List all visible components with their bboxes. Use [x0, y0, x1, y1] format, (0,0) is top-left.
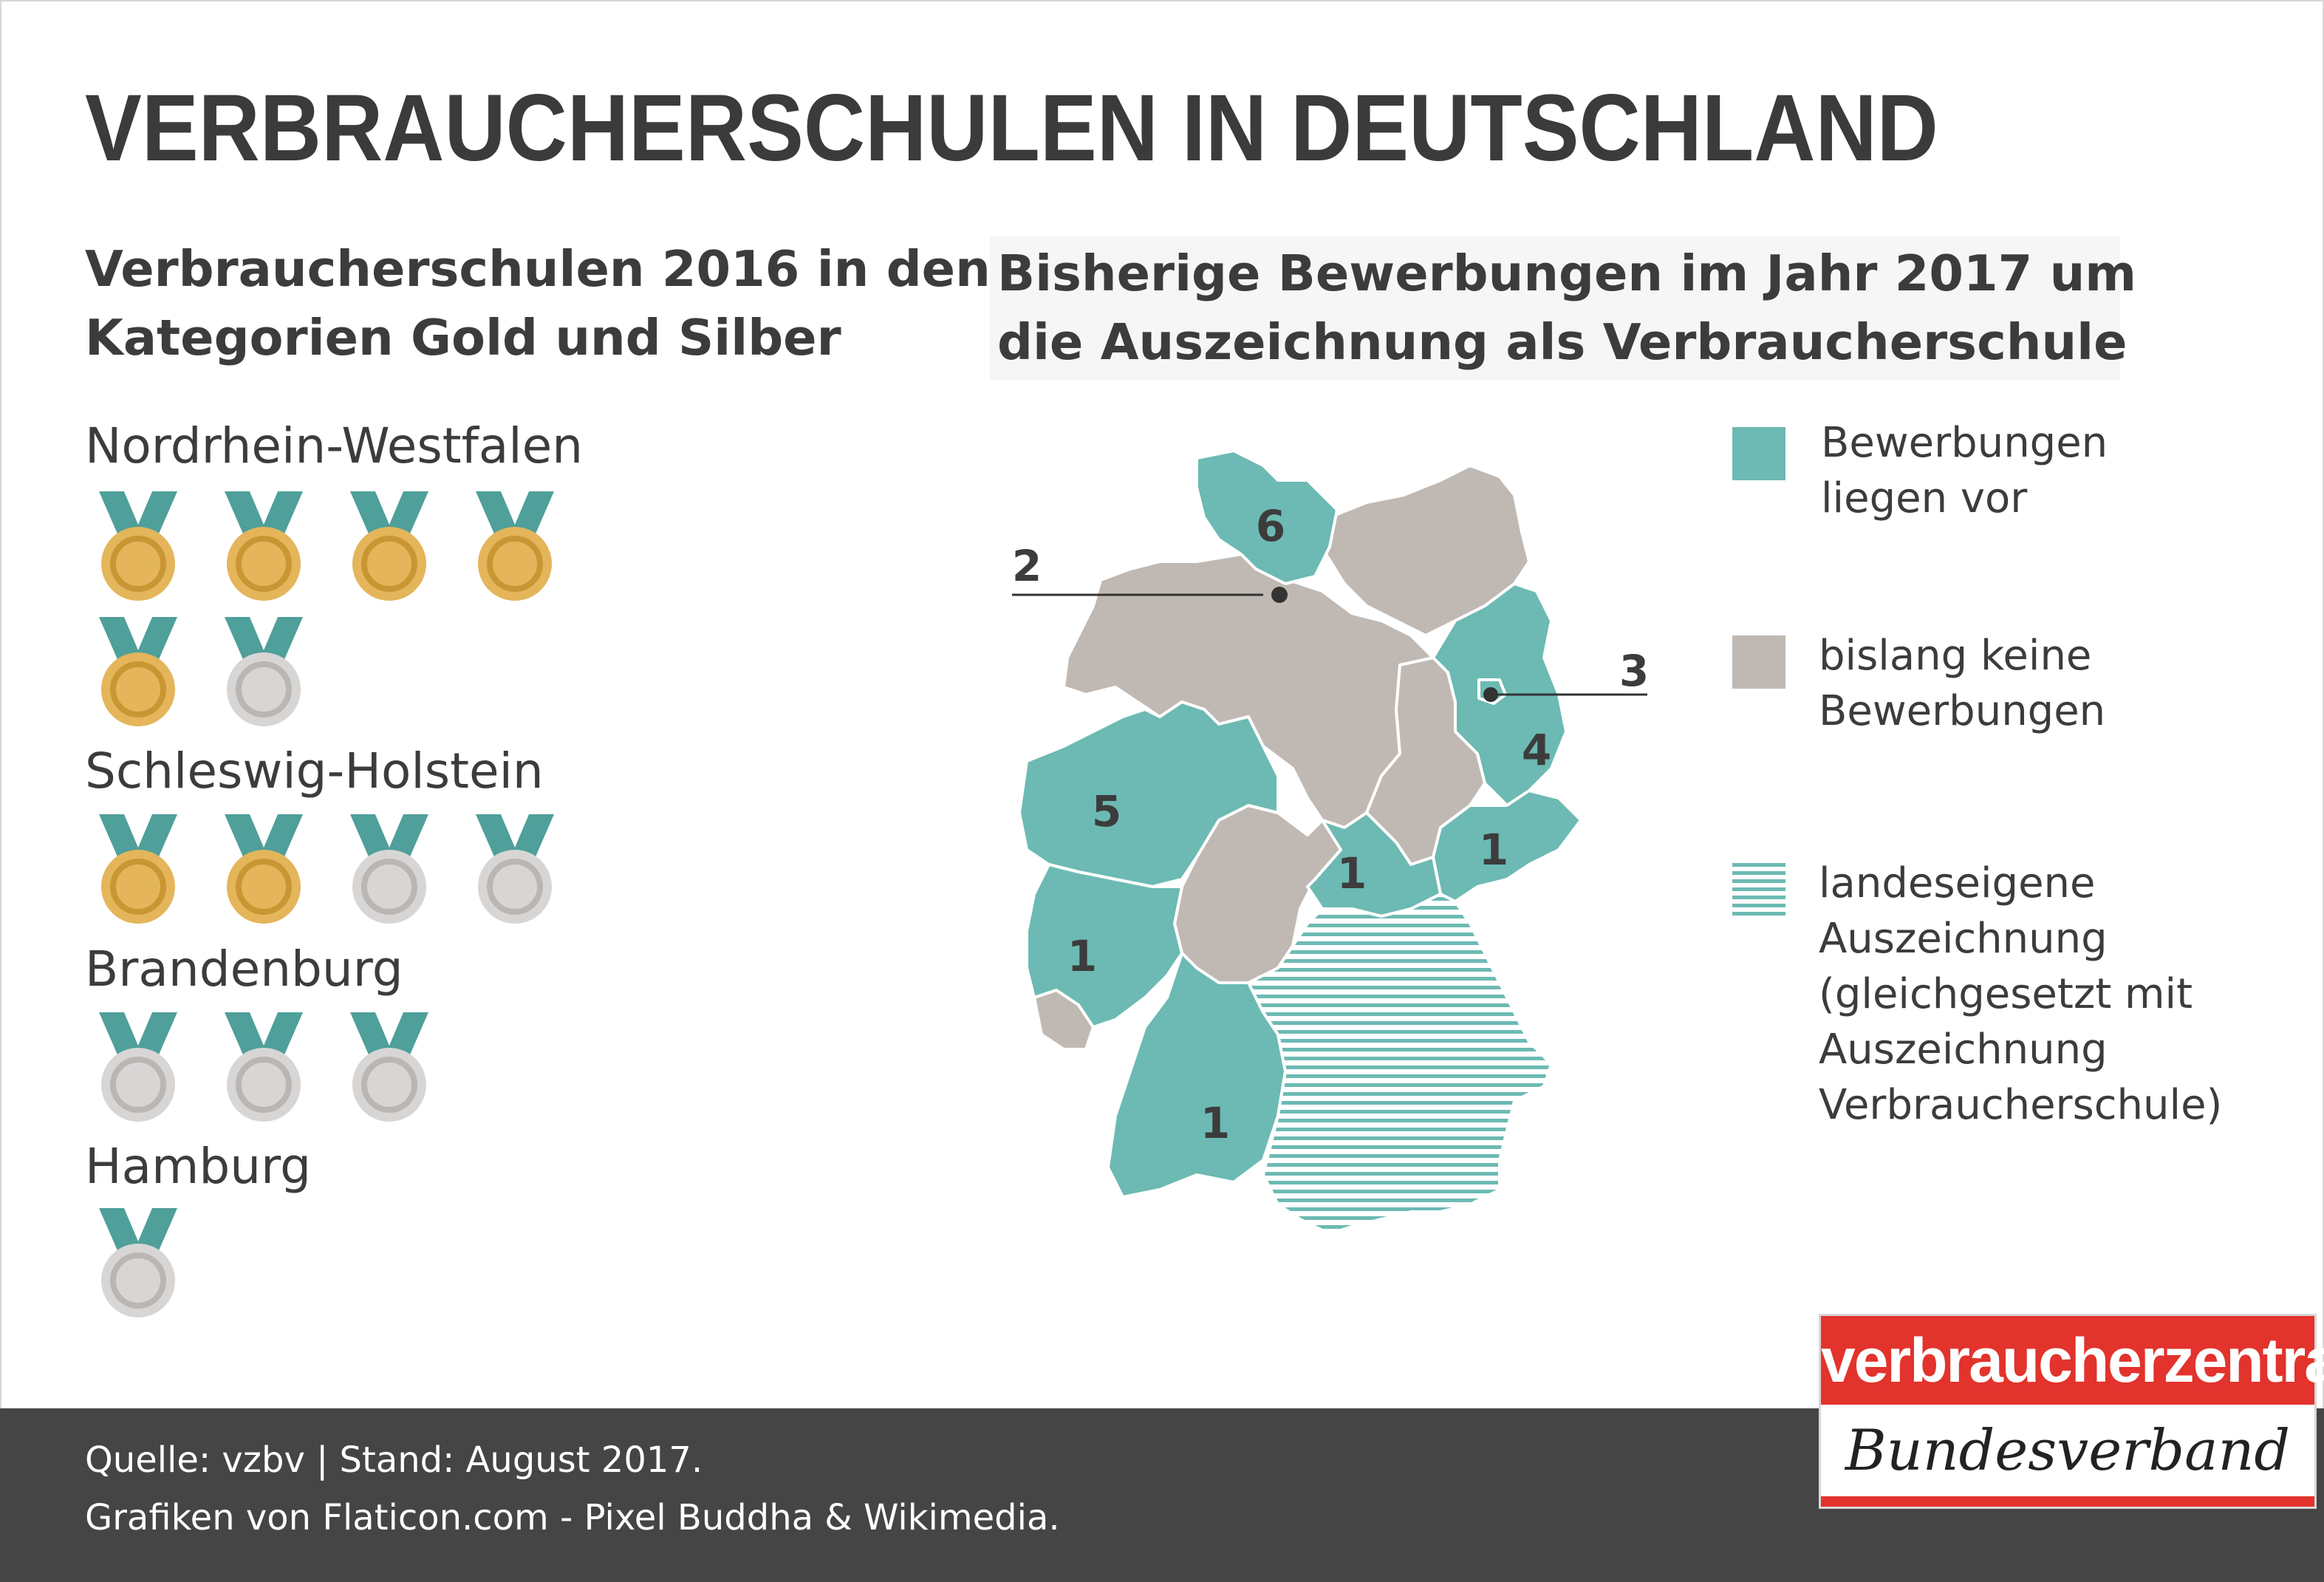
logo-wordmark: verbraucherzentrale — [1821, 1316, 2324, 1405]
legend-text-line: Bewerbungen — [1819, 687, 2106, 735]
legend-swatch-teal — [1732, 427, 1785, 480]
legend-item-applications: Bewerbungen liegen vor — [1821, 415, 2108, 526]
vzbv-logo: verbraucherzentrale Bundesverband — [1819, 1314, 2324, 1509]
count-thueringen: 1 — [1337, 848, 1367, 899]
gold-medal-icon — [467, 491, 563, 602]
count-hamburg: 2 — [1012, 541, 1042, 591]
gold-medal-icon — [90, 814, 186, 925]
count-rheinland-pfalz: 1 — [1067, 931, 1097, 981]
medal-row-nrw-2 — [90, 617, 607, 728]
legend-text-line: liegen vor — [1821, 474, 2028, 522]
state-label-nrw: Nordrhein-Westfalen — [85, 417, 584, 474]
state-bayern — [1247, 893, 1553, 1235]
count-sachsen: 1 — [1479, 825, 1508, 875]
right-heading-line: die Auszeichnung als Verbraucherschule — [997, 313, 2128, 371]
silver-medal-icon — [216, 1012, 312, 1123]
silver-medal-icon — [90, 1012, 186, 1123]
right-heading-line: Bisherige Bewerbungen im Jahr 2017 um — [997, 245, 2137, 302]
gold-medal-icon — [216, 491, 312, 602]
state-schleswig-holstein — [1195, 449, 1339, 585]
footer-source: Quelle: vzbv | Stand: August 2017. — [85, 1439, 703, 1481]
silver-medal-icon — [341, 814, 437, 925]
silver-medal-icon — [341, 1012, 437, 1123]
gold-medal-icon — [90, 491, 186, 602]
count-berlin: 3 — [1619, 646, 1649, 696]
silver-medal-icon — [216, 617, 312, 728]
state-label-hamburg: Hamburg — [85, 1138, 311, 1195]
silver-medal-icon — [467, 814, 563, 925]
left-heading-line: Kategorien Gold und Silber — [85, 309, 841, 366]
right-heading: Bisherige Bewerbungen im Jahr 2017 um di… — [990, 236, 2137, 380]
legend-item-none: bislang keine Bewerbungen — [1819, 628, 2105, 739]
page-title: VERBRAUCHERSCHULEN IN DEUTSCHLAND — [85, 75, 1938, 181]
legend-swatch-hatched — [1732, 863, 1785, 916]
state-rheinland-pfalz — [1025, 863, 1183, 1029]
left-heading: Verbraucherschulen 2016 in den Kategorie… — [85, 235, 991, 372]
legend-text-line: Bewerbungen — [1821, 419, 2108, 467]
logo-subtitle: Bundesverband — [1845, 1417, 2291, 1483]
legend-text-line: bislang keine — [1819, 632, 2092, 680]
legend-text-line: Auszeichnung — [1819, 915, 2108, 963]
medal-row-hamburg — [90, 1208, 607, 1319]
footer-credits: Grafiken von Flaticon.com - Pixel Buddha… — [85, 1497, 1060, 1538]
legend-swatch-gray — [1732, 635, 1785, 689]
gold-medal-icon — [341, 491, 437, 602]
gold-medal-icon — [90, 617, 186, 728]
hamburg-marker — [1271, 587, 1288, 603]
state-mecklenburg-vorpommern — [1325, 464, 1531, 637]
state-label-sh: Schleswig-Holstein — [85, 743, 544, 799]
count-nordrhein-westfalen: 5 — [1092, 786, 1121, 836]
medal-row-sh — [90, 814, 607, 925]
state-label-brandenburg: Brandenburg — [85, 941, 403, 998]
count-schleswig-holstein: 6 — [1256, 501, 1285, 551]
state-niedersachsen — [1062, 553, 1435, 829]
medal-row-brandenburg — [90, 1012, 607, 1123]
legend-text-line: Verbraucherschule) — [1819, 1081, 2223, 1129]
legend-item-state-award: landeseigene Auszeichnung (gleichgesetzt… — [1819, 856, 2222, 1133]
silver-medal-icon — [90, 1208, 186, 1319]
germany-map: 6 2 3 4 5 1 1 1 1 — [997, 436, 1662, 1271]
count-baden-wuerttemberg: 1 — [1200, 1098, 1230, 1148]
legend-text-line: Auszeichnung — [1819, 1026, 2108, 1074]
left-heading-line: Verbraucherschulen 2016 in den — [85, 240, 991, 298]
logo-underline — [1821, 1496, 2314, 1507]
medal-row-nrw — [90, 491, 607, 602]
legend-text-line: landeseigene — [1819, 859, 2096, 907]
legend-text-line: (gleichgesetzt mit — [1819, 970, 2193, 1018]
count-brandenburg: 4 — [1522, 725, 1551, 775]
germany-map-svg: 6 2 3 4 5 1 1 1 1 — [1012, 449, 1649, 1235]
gold-medal-icon — [216, 814, 312, 925]
